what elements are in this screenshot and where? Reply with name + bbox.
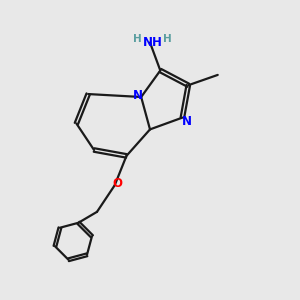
Text: H: H <box>133 34 142 44</box>
Text: H: H <box>163 34 172 44</box>
Text: N: N <box>133 89 143 102</box>
Text: O: O <box>112 177 123 190</box>
Text: N: N <box>182 115 192 128</box>
Text: NH: NH <box>142 36 162 49</box>
